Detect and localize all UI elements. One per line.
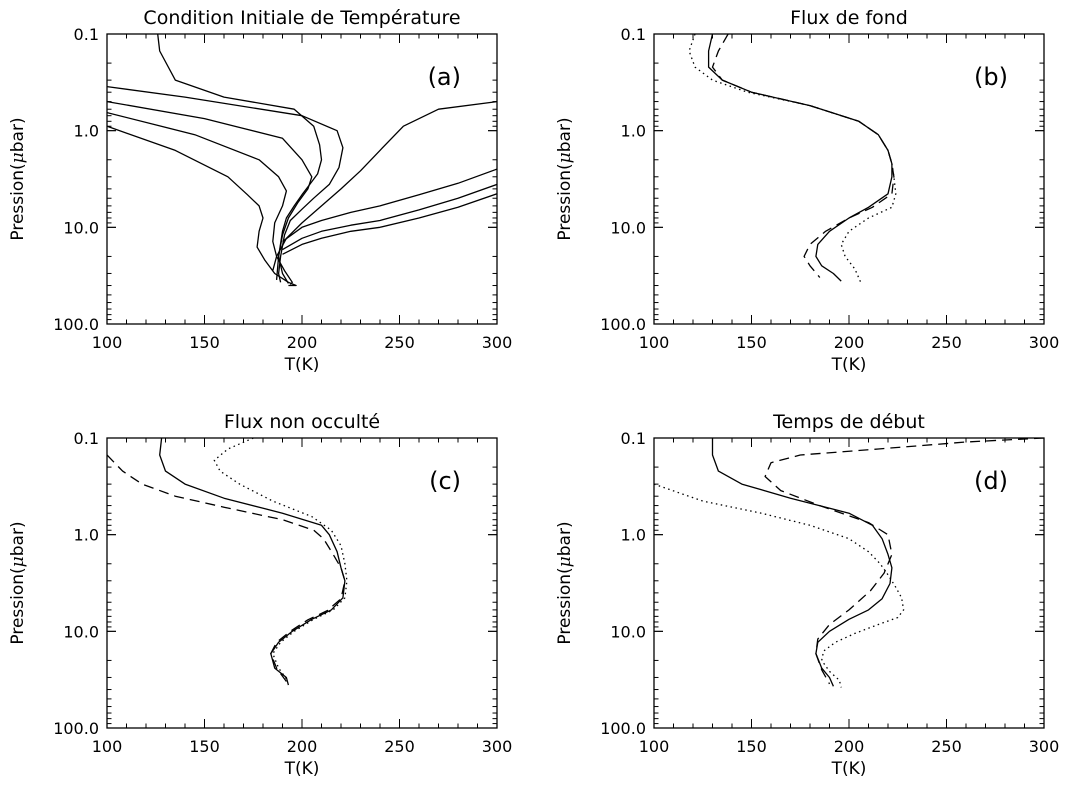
panel-title: Condition Initiale de Température	[143, 7, 460, 29]
series-line-solid	[159, 438, 346, 686]
series-line-solid	[711, 438, 893, 687]
y-tick-label: 10.0	[610, 622, 646, 641]
panel-title: Flux non occulté	[224, 411, 380, 433]
y-axis-label: Pression(μbar)	[555, 521, 575, 644]
x-tick-label: 100	[92, 333, 123, 352]
y-tick-label: 0.1	[74, 429, 99, 448]
y-axis-label-prefix: Pression(	[8, 163, 28, 240]
y-axis-label-suffix: bar)	[555, 521, 575, 556]
y-tick-label: 10.0	[63, 622, 99, 641]
x-tick-label: 250	[384, 737, 415, 756]
y-tick-label: 0.1	[621, 429, 646, 448]
series-line-solid	[282, 193, 497, 255]
series-line-solid	[107, 100, 313, 284]
y-tick-label: 100.0	[53, 719, 99, 738]
x-tick-label: 200	[834, 737, 865, 756]
x-tick-label: 250	[931, 737, 962, 756]
y-axis-label-prefix: Pression(	[8, 567, 28, 644]
x-tick-label: 200	[287, 737, 318, 756]
series-line-solid	[157, 34, 323, 280]
x-tick-label: 150	[736, 737, 767, 756]
x-axis-label: T(K)	[284, 355, 320, 375]
panel-title: Temps de début	[772, 411, 925, 433]
y-tick-label: 1.0	[621, 526, 646, 545]
x-tick-label: 200	[834, 333, 865, 352]
y-tick-label: 1.0	[74, 122, 99, 141]
y-axis-label-suffix: bar)	[8, 117, 28, 152]
panel-4: 100 150 200 250 300 0.1 1.0 10.0 100.0 T(K) Pressi…	[555, 411, 1059, 779]
series-line-solid	[272, 100, 497, 271]
series-group	[107, 34, 497, 287]
series-line-solid	[707, 34, 893, 282]
series-line-solid	[107, 125, 297, 287]
y-axis-label-mu: μ	[555, 152, 575, 163]
x-tick-label: 150	[189, 333, 220, 352]
series-group	[654, 438, 1044, 688]
y-tick-label: 100.0	[600, 315, 646, 334]
y-tick-label: 0.1	[621, 25, 646, 44]
x-tick-label: 300	[1029, 737, 1060, 756]
y-tick-label: 100.0	[600, 719, 646, 738]
y-tick-label: 10.0	[63, 218, 99, 237]
x-tick-label: 150	[736, 333, 767, 352]
y-axis-label: Pression(μbar)	[8, 521, 28, 644]
x-tick-label: 100	[92, 737, 123, 756]
panel-2: 100 150 200 250 300 0.1 1.0 10.0 100.0 T(K) Pressi…	[555, 7, 1059, 375]
y-tick-label: 100.0	[53, 315, 99, 334]
y-tick-label: 1.0	[621, 122, 646, 141]
y-axis-label-prefix: Pression(	[555, 567, 575, 644]
y-axis-label-prefix: Pression(	[555, 163, 575, 240]
series-line-dashed	[107, 454, 346, 682]
panel-1: 100 150 200 250 300 0.1 1.0 10.0 100.0 T(K) Pressi…	[8, 7, 512, 375]
y-axis-label-suffix: bar)	[555, 117, 575, 152]
x-tick-label: 300	[482, 737, 513, 756]
y-tick-label: 0.1	[74, 25, 99, 44]
series-line-solid	[282, 183, 497, 251]
y-axis-label-mu: μ	[8, 152, 28, 163]
series-line-solid	[282, 168, 497, 243]
series-line-dotted	[213, 438, 348, 682]
series-line-dashed	[711, 34, 895, 278]
series-group	[688, 34, 897, 283]
y-tick-label: 10.0	[610, 218, 646, 237]
x-tick-label: 100	[639, 737, 670, 756]
series-line-dotted	[688, 34, 897, 283]
y-axis-label-suffix: bar)	[8, 521, 28, 556]
x-axis-label: T(K)	[284, 759, 320, 779]
x-tick-label: 250	[384, 333, 415, 352]
x-tick-label: 100	[639, 333, 670, 352]
x-tick-label: 250	[931, 333, 962, 352]
series-line-dashed	[764, 438, 1044, 685]
panel-tag: (c)	[429, 467, 461, 495]
x-axis-label: T(K)	[831, 759, 867, 779]
panel-title: Flux de fond	[790, 7, 908, 29]
y-axis-label: Pression(μbar)	[8, 117, 28, 240]
y-axis-label-mu: μ	[555, 556, 575, 567]
series-line-solid	[107, 111, 293, 285]
series-line-dotted	[654, 483, 905, 688]
y-tick-label: 1.0	[74, 526, 99, 545]
x-tick-label: 200	[287, 333, 318, 352]
y-axis-label: Pression(μbar)	[555, 117, 575, 240]
x-tick-label: 300	[482, 333, 513, 352]
panel-tag: (a)	[428, 63, 461, 91]
panel-tag: (b)	[974, 63, 1008, 91]
x-axis-label: T(K)	[831, 355, 867, 375]
y-axis-label-mu: μ	[8, 556, 28, 567]
panel-3: 100 150 200 250 300 0.1 1.0 10.0 100.0 T(K) Pressi…	[8, 411, 512, 779]
x-tick-label: 150	[189, 737, 220, 756]
series-group	[107, 438, 348, 686]
series-line-solid	[107, 85, 344, 283]
x-tick-label: 300	[1029, 333, 1060, 352]
panel-tag: (d)	[974, 467, 1008, 495]
